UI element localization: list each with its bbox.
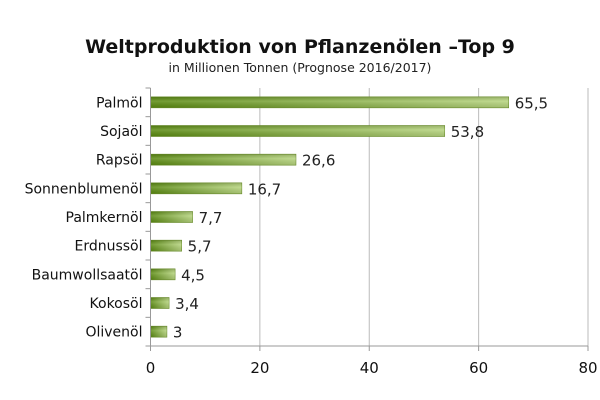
data-label: 5,7: [188, 238, 212, 256]
category-label: Olivenöl: [85, 325, 142, 341]
bar-shading: [150, 211, 193, 223]
bar-shading: [150, 240, 182, 252]
data-label: 3,4: [175, 295, 199, 313]
data-label: 65,5: [515, 94, 548, 112]
bar-shading: [150, 96, 509, 108]
bar-shading: [150, 125, 445, 137]
data-label: 4,5: [181, 266, 205, 284]
category-label: Sonnenblumenöl: [25, 181, 143, 197]
data-label: 26,6: [302, 152, 335, 170]
category-label: Palmkernöl: [66, 210, 143, 226]
category-label: Erdnussöl: [74, 239, 142, 255]
x-tick-label: 20: [250, 359, 269, 377]
category-label: Sojaöl: [100, 124, 142, 140]
category-label: Baumwollsaatöl: [32, 267, 143, 283]
bar-shading: [150, 182, 242, 194]
x-tick-label: 40: [360, 359, 379, 377]
data-label: 16,7: [248, 180, 281, 198]
data-label: 7,7: [199, 209, 223, 227]
bar-shading: [150, 154, 296, 166]
data-label: 3: [173, 324, 183, 342]
bar-shading: [150, 326, 167, 338]
category-label: Rapsöl: [96, 153, 143, 169]
bar-shading: [150, 268, 176, 280]
x-tick-label: 0: [146, 359, 156, 377]
x-tick-label: 60: [469, 359, 488, 377]
category-label: Palmöl: [96, 95, 142, 111]
bar-shading: [150, 297, 170, 309]
data-label: 53,8: [451, 123, 484, 141]
chart-title: Weltproduktion von Pflanzenölen –Top 9: [85, 36, 515, 58]
category-label: Kokosöl: [90, 296, 143, 312]
chart-subtitle: in Millionen Tonnen (Prognose 2016/2017): [169, 60, 432, 75]
x-tick-label: 80: [578, 359, 597, 377]
